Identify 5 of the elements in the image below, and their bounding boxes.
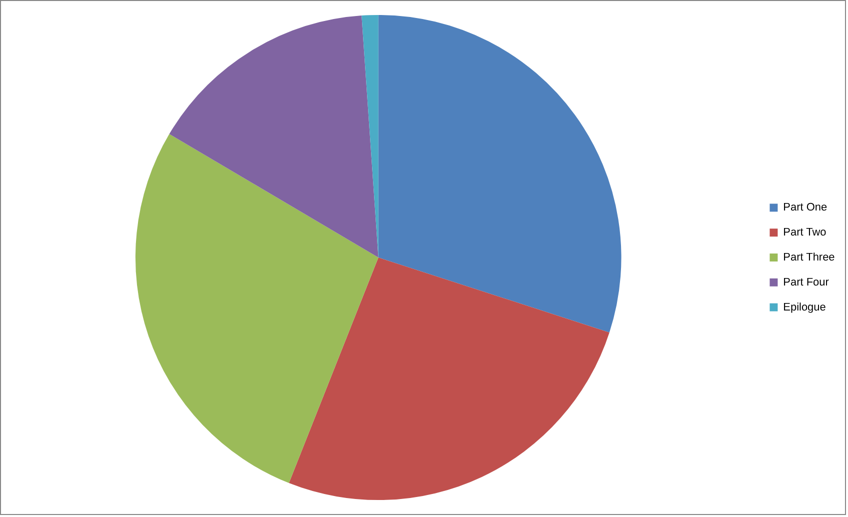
legend-label: Part Two xyxy=(783,226,826,239)
legend-label: Part One xyxy=(783,202,828,214)
legend-label: Part Four xyxy=(783,276,830,288)
legend-label: Epilogue xyxy=(783,301,826,314)
legend-label: Part Three xyxy=(783,252,835,264)
